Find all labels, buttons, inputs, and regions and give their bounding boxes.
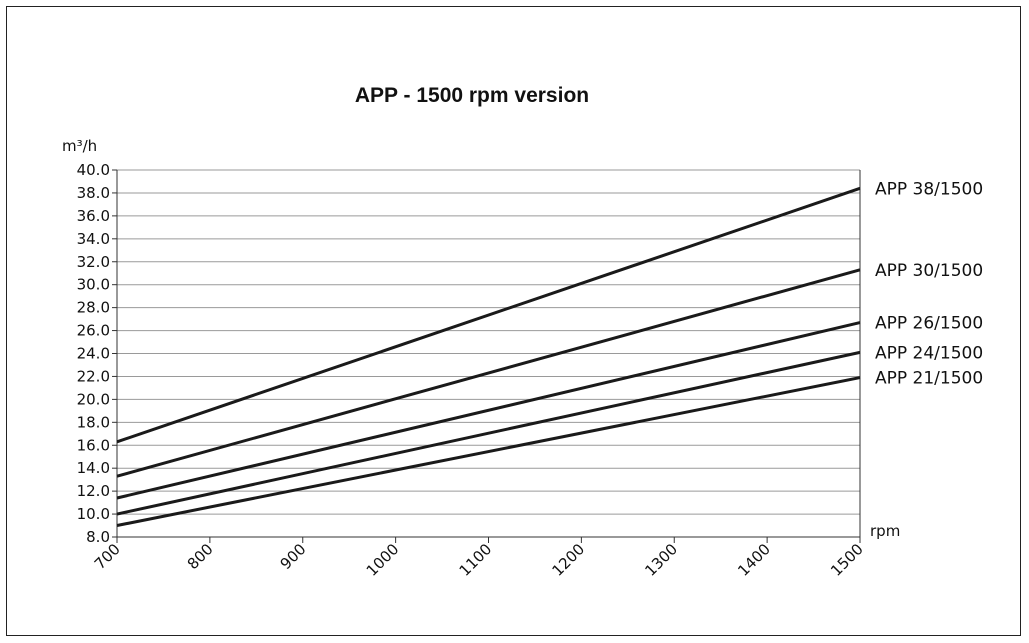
chart-frame	[6, 6, 1021, 636]
x-tick-label: 1400	[734, 540, 774, 580]
series-label: APP 21/1500	[875, 369, 983, 389]
y-tick-label: 36.0	[77, 207, 110, 225]
x-tick-label: 1100	[456, 540, 496, 580]
x-tick-label: 1300	[641, 540, 681, 580]
y-tick-label: 38.0	[77, 184, 110, 202]
y-tick-label: 16.0	[77, 436, 110, 454]
x-tick-label: 900	[277, 540, 310, 573]
chart-title: APP - 1500 rpm version	[355, 84, 589, 107]
y-tick-label: 12.0	[77, 482, 110, 500]
series-label: APP 26/1500	[875, 314, 983, 334]
x-tick-label: 1200	[548, 540, 588, 580]
series-label: APP 30/1500	[875, 261, 983, 281]
y-tick-label: 14.0	[77, 459, 110, 477]
series-line	[116, 186, 861, 444]
y-tick-label: 32.0	[77, 253, 110, 271]
y-tick-label: 40.0	[77, 161, 110, 179]
series-line	[116, 268, 861, 478]
series-line	[116, 376, 861, 528]
series-line	[116, 321, 861, 500]
y-axis-unit: m³/h	[62, 137, 97, 155]
y-tick-label: 28.0	[77, 299, 110, 317]
x-axis-unit: rpm	[870, 522, 900, 540]
y-tick-label: 8.0	[86, 528, 110, 546]
y-tick-label: 10.0	[77, 505, 110, 523]
y-tick-label: 24.0	[77, 345, 110, 363]
y-tick-label: 22.0	[77, 367, 110, 385]
y-tick-label: 18.0	[77, 413, 110, 431]
series-label: APP 24/1500	[875, 343, 983, 363]
y-tick-label: 30.0	[77, 276, 110, 294]
series-layer	[116, 186, 861, 528]
y-tick-label: 20.0	[77, 390, 110, 408]
series-label: APP 38/1500	[875, 179, 983, 199]
x-tick-label: 1000	[363, 540, 403, 580]
series-label-layer: APP 38/1500 APP 30/1500 APP 26/1500 APP 24/…	[875, 179, 983, 388]
y-tick-label: 34.0	[77, 230, 110, 248]
series-line	[116, 350, 861, 516]
grid-layer	[117, 169, 860, 515]
x-tick-label: 1500	[827, 540, 867, 580]
y-tick-label: 26.0	[77, 322, 110, 340]
x-tick-label: 800	[184, 540, 217, 573]
axis-layer: 8.0 10.0 12.0 14.0 16.0 18.0 20.0 22.0 24.0 26.0 2…	[77, 161, 867, 580]
